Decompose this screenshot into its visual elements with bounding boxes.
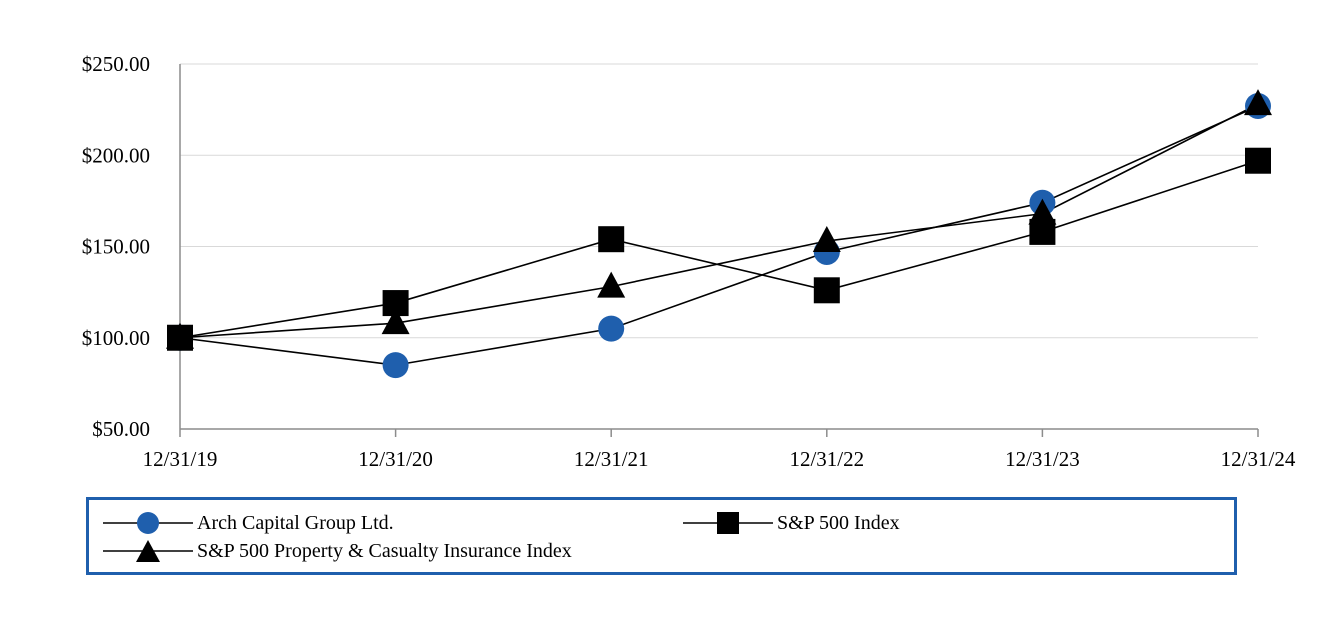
data-point-triangle — [812, 226, 841, 253]
grid — [180, 63, 1258, 339]
series-line-0 — [179, 105, 1259, 366]
data-point-circle — [382, 352, 409, 379]
data-point-triangle — [1028, 198, 1057, 225]
legend-label-arch: Arch Capital Group Ltd. — [197, 511, 394, 534]
legend-item-sp500: S&P 500 Index — [683, 510, 900, 536]
x-tick-label: 12/31/20 — [358, 447, 433, 471]
y-tick-label: $200.00 — [82, 143, 150, 167]
axes — [179, 64, 1259, 437]
legend-circle-marker-icon — [103, 512, 193, 534]
legend-item-arch: Arch Capital Group Ltd. — [103, 510, 394, 536]
x-tick-label: 12/31/21 — [574, 447, 649, 471]
y-tick-label: $100.00 — [82, 326, 150, 350]
y-tick-label: $150.00 — [82, 235, 150, 259]
data-point-square — [813, 277, 840, 304]
legend-triangle-marker-icon — [103, 540, 193, 562]
x-tick-label: 12/31/23 — [1005, 447, 1080, 471]
legend: Arch Capital Group Ltd. S&P 500 Index S&… — [86, 497, 1237, 575]
y-tick-label: $250.00 — [82, 52, 150, 76]
series-markers — [166, 89, 1272, 379]
data-point-triangle — [381, 308, 410, 335]
tick-labels: $50.00 $100.00 $150.00 $200.00 $250.00 12/31/… — [82, 52, 1296, 471]
series-line-1 — [179, 159, 1259, 339]
data-point-triangle — [166, 322, 194, 349]
series-line-2 — [179, 103, 1259, 339]
legend-label-pc-index: S&P 500 Property & Casualty Insurance In… — [197, 539, 572, 562]
legend-square-marker-icon — [683, 512, 773, 534]
series-lines — [179, 103, 1259, 366]
data-point-circle — [598, 315, 625, 342]
legend-label-sp500: S&P 500 Index — [777, 511, 900, 534]
data-point-triangle — [597, 271, 626, 298]
y-tick-label: $50.00 — [92, 417, 150, 441]
data-point-square — [1245, 147, 1271, 174]
x-tick-label: 12/31/19 — [143, 447, 218, 471]
x-tick-label: 12/31/24 — [1221, 447, 1296, 471]
legend-item-pc-index: S&P 500 Property & Casualty Insurance In… — [103, 538, 572, 564]
data-point-square — [598, 226, 625, 253]
x-tick-label: 12/31/22 — [789, 447, 864, 471]
data-point-triangle — [1244, 89, 1272, 116]
